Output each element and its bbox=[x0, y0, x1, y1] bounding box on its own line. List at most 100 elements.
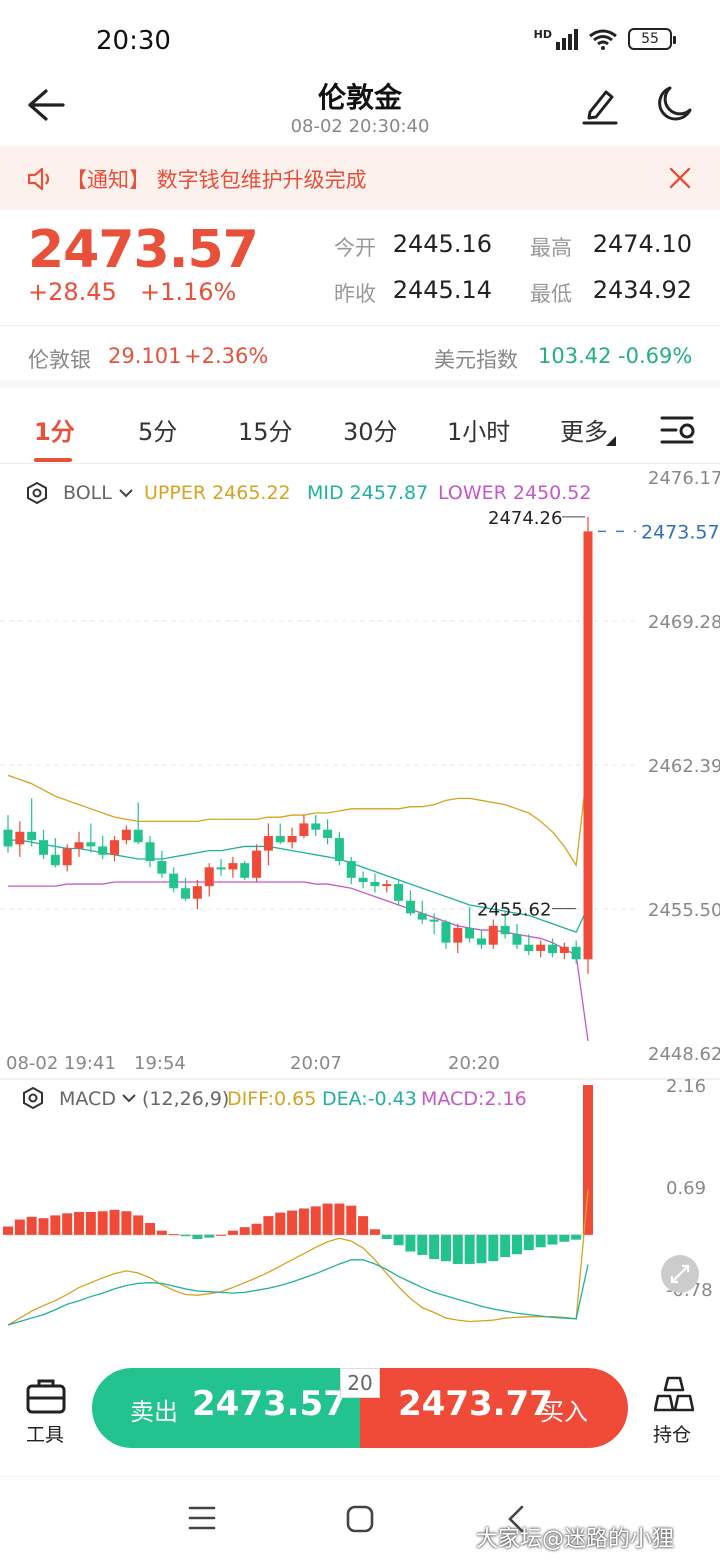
macd-bar bbox=[109, 1209, 120, 1235]
macd-diff: DIFF:0.65 bbox=[227, 1088, 316, 1110]
expand-chart-icon[interactable] bbox=[661, 1255, 699, 1293]
boll-label[interactable]: BOLL bbox=[63, 482, 112, 504]
boll-legend[interactable]: BOLL UPPER 2465.22 MID 2457.87 LOWER 245… bbox=[27, 481, 591, 505]
macd-bar bbox=[559, 1234, 570, 1242]
sell-price: 2473.57 bbox=[192, 1384, 347, 1424]
notice-banner[interactable]: 【通知】 数字钱包维护升级完成 bbox=[0, 146, 720, 210]
x-tick-label: 20:07 bbox=[290, 1053, 342, 1074]
macd-bar bbox=[133, 1215, 144, 1235]
sell-label: 卖出 bbox=[130, 1398, 178, 1426]
y-tick-label: 2476.17 bbox=[648, 468, 720, 489]
tab-15min[interactable]: 15分 bbox=[238, 418, 293, 446]
macd-bar bbox=[227, 1230, 238, 1235]
candle bbox=[583, 531, 593, 960]
buy-button[interactable]: 2473.77 买入 bbox=[360, 1368, 628, 1448]
candle bbox=[157, 861, 167, 874]
quote-panel: 2473.57 +28.45 +1.16% 今开 2445.16 最高 2474… bbox=[0, 210, 720, 326]
macd-bar bbox=[26, 1216, 37, 1235]
macd-bar bbox=[310, 1206, 321, 1235]
macd-bar bbox=[168, 1234, 179, 1236]
silver-label: 伦敦银 bbox=[28, 348, 91, 372]
candle bbox=[571, 946, 581, 960]
macd-bar bbox=[488, 1234, 499, 1262]
candle bbox=[275, 835, 285, 843]
macd-bar bbox=[523, 1234, 534, 1251]
macd-bar bbox=[417, 1234, 428, 1255]
back-nav-icon[interactable] bbox=[506, 1505, 526, 1533]
candle bbox=[299, 823, 309, 836]
candle bbox=[228, 863, 238, 870]
macd-bar bbox=[511, 1234, 522, 1255]
sell-button[interactable]: 卖出 2473.57 bbox=[92, 1368, 360, 1448]
candle bbox=[74, 842, 84, 849]
tools-label[interactable]: 工具 bbox=[26, 1424, 65, 1446]
edit-icon[interactable] bbox=[582, 86, 618, 126]
candle bbox=[263, 835, 273, 851]
macd-bar bbox=[14, 1219, 25, 1235]
macd-bar bbox=[50, 1215, 61, 1235]
candle bbox=[133, 829, 143, 843]
chart-area[interactable]: 2476.17 2469.28 2462.39 2455.50 2448.62 08-02… bbox=[0, 465, 720, 1345]
dark-mode-moon-icon[interactable] bbox=[654, 84, 694, 124]
high-value: 2474.10 bbox=[592, 230, 692, 258]
system-nav-bar: 大家坛@迷路的小狸 bbox=[0, 1476, 720, 1560]
recents-menu-icon[interactable] bbox=[188, 1505, 216, 1531]
macd-dropdown-icon[interactable] bbox=[122, 1094, 136, 1103]
candle bbox=[358, 877, 368, 882]
status-bar: 20:30 HD 55 bbox=[0, 0, 720, 80]
close-icon[interactable] bbox=[668, 166, 692, 190]
macd-bar bbox=[464, 1234, 475, 1264]
speaker-icon bbox=[27, 167, 50, 191]
home-icon[interactable] bbox=[346, 1505, 374, 1533]
macd-bar bbox=[583, 1085, 593, 1235]
boll-dropdown-icon[interactable] bbox=[119, 489, 133, 498]
tab-more[interactable]: 更多 bbox=[560, 418, 608, 446]
macd-params: (12,26,9) bbox=[142, 1088, 229, 1110]
tab-1min[interactable]: 1分 bbox=[34, 418, 75, 446]
tab-5min[interactable]: 5分 bbox=[138, 418, 178, 446]
buy-price: 2473.77 bbox=[398, 1384, 553, 1424]
toolbox-icon[interactable] bbox=[26, 1378, 66, 1414]
candle bbox=[488, 925, 498, 945]
candle bbox=[62, 848, 72, 866]
macd-bar bbox=[204, 1234, 215, 1238]
chart-settings-icon[interactable] bbox=[658, 414, 698, 446]
gold-bars-icon[interactable] bbox=[654, 1374, 694, 1414]
back-arrow-icon[interactable] bbox=[26, 88, 66, 122]
macd-bar bbox=[156, 1230, 167, 1235]
macd-label[interactable]: MACD bbox=[59, 1088, 116, 1110]
macd-settings-icon[interactable] bbox=[23, 1086, 43, 1110]
x-tick-label: 19:54 bbox=[134, 1053, 186, 1074]
page-title: 伦敦金 bbox=[317, 81, 402, 114]
macd-bar bbox=[322, 1203, 333, 1235]
open-value: 2445.16 bbox=[392, 230, 492, 258]
open-label: 今开 bbox=[334, 236, 376, 260]
indicator-settings-icon[interactable] bbox=[27, 481, 47, 505]
kline-chart[interactable]: 2476.17 2469.28 2462.39 2455.50 2448.62 08-02… bbox=[0, 465, 720, 1345]
tab-1hour[interactable]: 1小时 bbox=[447, 418, 511, 446]
related-quotes[interactable]: 伦敦银 29.101 +2.36% 美元指数 103.42 -0.69% bbox=[0, 326, 720, 388]
page-timestamp: 08-02 20:30:40 bbox=[290, 116, 430, 137]
macd-bar bbox=[535, 1234, 546, 1248]
macd-bar bbox=[500, 1234, 511, 1258]
candle bbox=[169, 873, 179, 889]
candle bbox=[547, 944, 557, 954]
position-label[interactable]: 持仓 bbox=[653, 1424, 692, 1446]
y-tick-label: 2455.50 bbox=[648, 900, 720, 921]
candle bbox=[50, 854, 60, 866]
y-tick-label: 2469.28 bbox=[648, 612, 720, 633]
macd-bar bbox=[405, 1234, 416, 1252]
notice-text: 【通知】 数字钱包维护升级完成 bbox=[66, 168, 367, 192]
silver-change: +2.36% bbox=[184, 344, 269, 368]
prev-close-label: 昨收 bbox=[334, 282, 376, 306]
candle bbox=[204, 867, 214, 887]
status-time: 20:30 bbox=[96, 26, 171, 56]
trade-bar: 工具 卖出 2473.57 2473.77 买入 20 持仓 bbox=[0, 1346, 720, 1476]
macd-bar bbox=[239, 1227, 250, 1235]
silver-value: 29.101 bbox=[108, 344, 182, 368]
candle bbox=[98, 846, 108, 855]
header: 伦敦金 08-02 20:30:40 bbox=[0, 70, 720, 146]
tab-30min[interactable]: 30分 bbox=[343, 418, 398, 446]
macd-legend[interactable]: MACD (12,26,9) DIFF:0.65 DEA:-0.43 MACD:… bbox=[23, 1086, 527, 1110]
prev-close-value: 2445.14 bbox=[392, 276, 492, 304]
